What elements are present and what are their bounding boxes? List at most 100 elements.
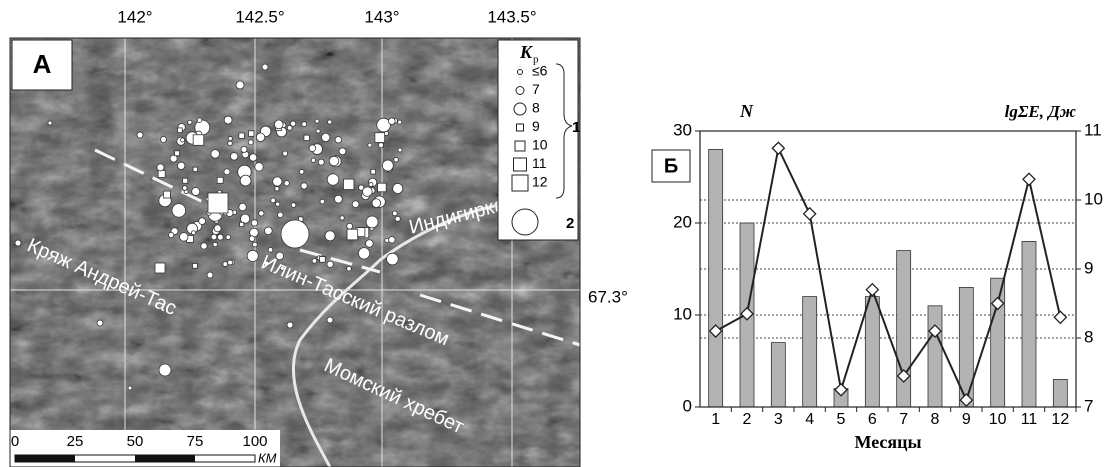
quake-symbol — [193, 167, 197, 171]
quake-symbol — [320, 257, 326, 263]
quake-symbol — [339, 148, 346, 155]
quake-symbol — [247, 250, 258, 261]
scale-tick-label: 50 — [127, 433, 144, 450]
quake-symbol — [241, 146, 247, 152]
quake-symbol — [161, 137, 167, 143]
quake-symbol — [281, 220, 309, 248]
scale-segment — [15, 455, 75, 462]
quake-symbol — [180, 233, 188, 241]
quake-symbol — [249, 154, 256, 161]
quake-symbol — [192, 187, 200, 195]
quake-symbol — [193, 263, 198, 268]
quake-symbol — [48, 121, 52, 125]
quake-symbol — [352, 201, 359, 208]
quake-symbol — [275, 187, 279, 191]
scale-tick-label: 75 — [187, 433, 204, 450]
quake-symbol — [358, 248, 369, 259]
chart: Б N lgΣE, Дж Месяцы 01020307891011123456… — [652, 101, 1103, 452]
lon-label: 143° — [364, 7, 399, 26]
quake-symbol — [398, 148, 402, 152]
quake-symbol — [193, 135, 204, 146]
legend-label: 9 — [532, 118, 540, 134]
quake-symbol — [248, 140, 253, 145]
quake-symbol — [249, 236, 255, 242]
x-tick-label: 3 — [774, 411, 783, 428]
scale-tick-label: 25 — [67, 433, 84, 450]
quake-symbol — [299, 169, 304, 174]
map-texture — [10, 38, 580, 467]
quake-symbol — [366, 240, 374, 248]
x-axis-label: Месяцы — [854, 432, 921, 452]
quake-symbol — [191, 231, 195, 235]
quake-symbol — [334, 195, 342, 203]
quake-symbol — [253, 242, 258, 247]
quake-symbol — [328, 120, 332, 124]
quake-symbol — [172, 204, 186, 218]
quake-symbol — [251, 220, 257, 226]
y-tick-label: 20 — [673, 212, 692, 231]
quake-symbol — [228, 136, 232, 140]
x-tick-label: 5 — [837, 411, 846, 428]
quake-symbol — [157, 164, 164, 171]
quake-symbol — [259, 211, 264, 216]
quake-symbol — [393, 183, 403, 193]
quake-symbol — [318, 159, 324, 165]
quake-symbol — [274, 120, 283, 129]
legend-symbol — [514, 158, 527, 171]
bar — [709, 149, 723, 407]
x-tick-label: 9 — [962, 411, 971, 428]
bar — [803, 297, 817, 407]
quake-symbol — [137, 132, 143, 138]
legend-symbol — [515, 141, 525, 151]
quake-symbol — [214, 225, 221, 232]
quake-symbol — [262, 64, 268, 70]
quake-symbol — [283, 151, 288, 156]
legend-label: 8 — [532, 100, 540, 116]
quake-symbol — [389, 237, 396, 244]
quake-symbol — [255, 163, 264, 172]
quake-symbol — [188, 120, 192, 124]
quake-symbol — [248, 131, 253, 136]
quake-symbol — [199, 218, 206, 225]
bar — [1022, 241, 1036, 407]
quake-symbol — [228, 141, 232, 145]
legend-title: K — [519, 42, 534, 62]
x-tick-label: 4 — [805, 411, 814, 428]
panel-label: Б — [664, 155, 678, 177]
quake-symbol — [343, 179, 353, 189]
quake-symbol — [287, 322, 293, 328]
quake-symbol — [366, 216, 378, 228]
line-marker — [866, 284, 878, 296]
page: А Индигирка Илин-Тасский разлом Кряж Анд… — [0, 0, 1105, 467]
quake-symbol — [395, 216, 400, 221]
quake-symbol — [322, 133, 330, 141]
quake-symbol — [394, 157, 399, 162]
quake-symbol — [372, 199, 381, 208]
quake-symbol — [388, 118, 395, 125]
legend-label: 7 — [532, 81, 540, 97]
scale-tick-label: 0 — [11, 433, 19, 450]
x-tick-label: 8 — [931, 411, 940, 428]
quake-symbol — [178, 128, 183, 133]
quake-symbol — [378, 143, 383, 148]
quake-symbol — [208, 193, 228, 213]
quake-symbol — [398, 120, 402, 124]
quake-symbol — [240, 222, 244, 226]
bar — [865, 297, 879, 407]
quake-symbol — [177, 162, 184, 169]
panel-label: А — [33, 49, 52, 79]
quake-symbol — [368, 143, 372, 147]
quake-symbol — [241, 214, 250, 223]
legend-symbol — [518, 70, 523, 75]
quake-symbol — [363, 187, 373, 197]
quake-symbol — [155, 263, 165, 273]
quake-symbol — [180, 138, 184, 142]
map: А Индигирка Илин-Тасский разлом Кряж Анд… — [10, 38, 580, 467]
y2-tick-label: 10 — [1084, 189, 1103, 208]
quake-symbol — [213, 243, 217, 247]
quake-symbol — [273, 177, 282, 186]
quake-symbol — [278, 212, 284, 218]
quake-symbol — [211, 234, 217, 240]
quake-symbol — [158, 170, 165, 177]
